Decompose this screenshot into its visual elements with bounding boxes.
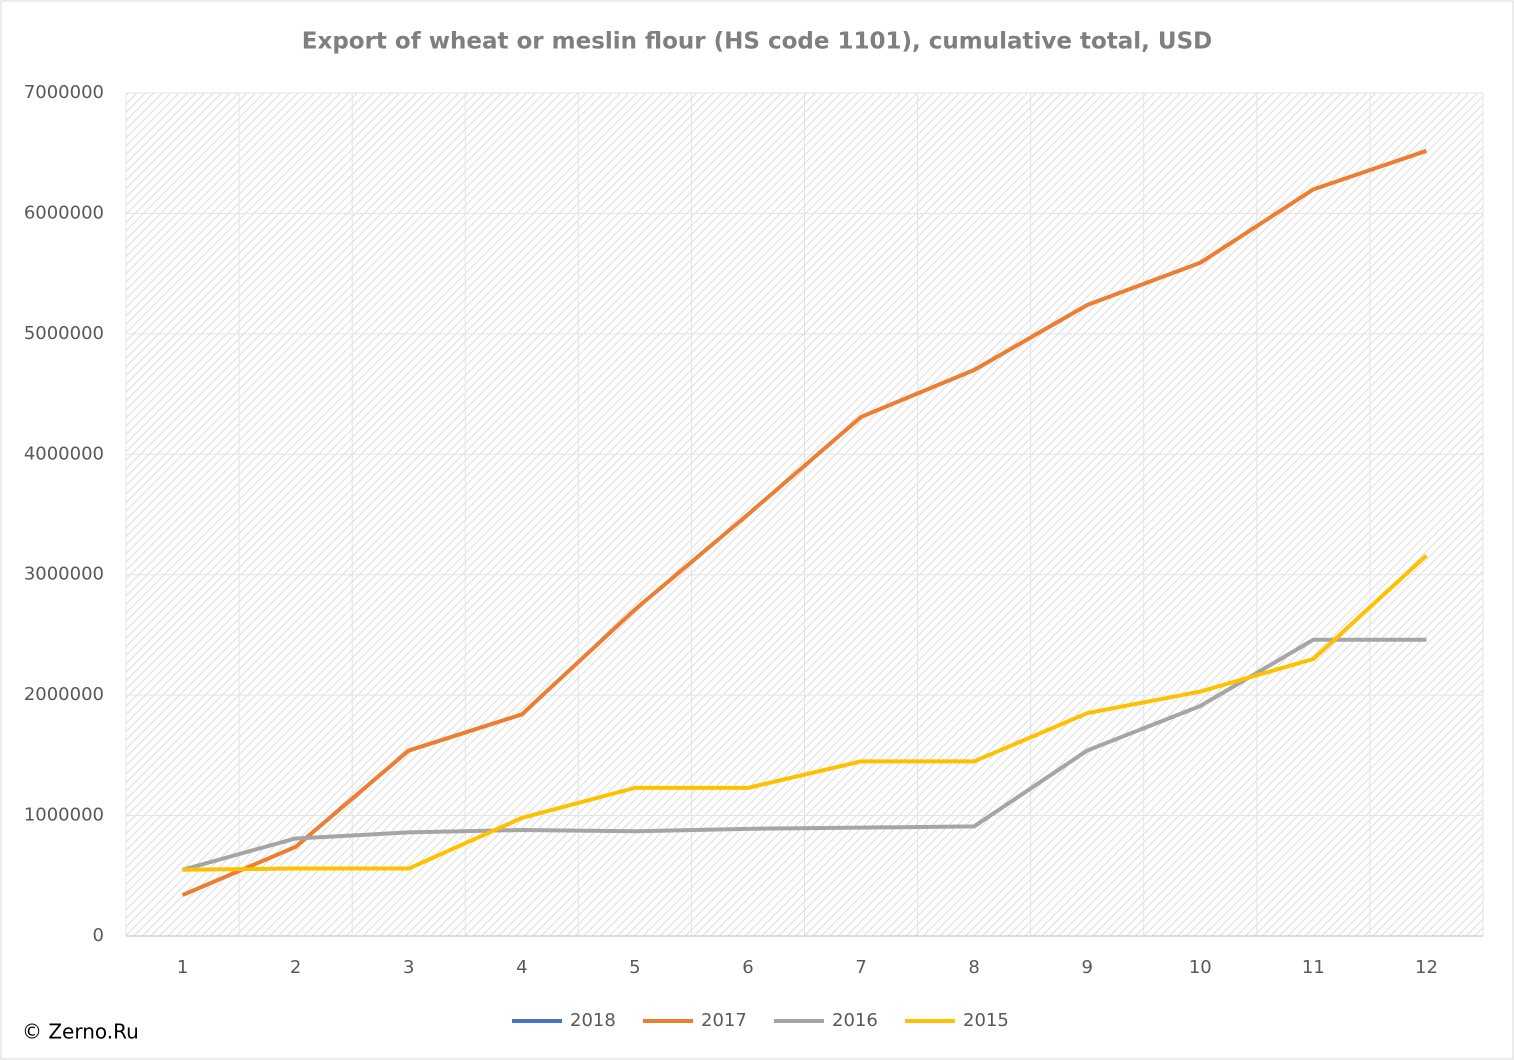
legend-label: 2017 bbox=[701, 1010, 747, 1031]
x-tick-label: 12 bbox=[1415, 957, 1438, 978]
x-tick-label: 2 bbox=[290, 957, 301, 978]
series-line bbox=[181, 148, 1428, 897]
y-tick-label: 4000000 bbox=[24, 443, 104, 464]
x-tick-label: 5 bbox=[629, 957, 640, 978]
series-line bbox=[182, 553, 1428, 872]
legend-label: 2016 bbox=[832, 1010, 878, 1031]
y-tick-label: 5000000 bbox=[24, 323, 104, 344]
x-tick-label: 11 bbox=[1302, 957, 1325, 978]
y-tick-label: 1000000 bbox=[24, 805, 104, 826]
y-tick-label: 2000000 bbox=[24, 684, 104, 705]
x-tick-label: 6 bbox=[742, 957, 753, 978]
watermark: © Zerno.Ru bbox=[22, 1020, 139, 1044]
x-tick-label: 7 bbox=[855, 957, 866, 978]
y-tick-label: 0 bbox=[93, 925, 104, 946]
x-tick-label: 8 bbox=[968, 957, 979, 978]
legend-label: 2018 bbox=[570, 1010, 616, 1031]
chart-title: Export of wheat or meslin flour (HS code… bbox=[302, 29, 1212, 55]
x-tick-label: 9 bbox=[1081, 957, 1092, 978]
y-tick-label: 7000000 bbox=[24, 82, 104, 103]
y-tick-label: 6000000 bbox=[24, 202, 104, 223]
series-line bbox=[182, 637, 1427, 872]
x-tick-label: 3 bbox=[403, 957, 414, 978]
legend-label: 2015 bbox=[963, 1010, 1009, 1031]
x-tick-label: 10 bbox=[1189, 957, 1212, 978]
x-tick-label: 4 bbox=[516, 957, 527, 978]
y-tick-label: 3000000 bbox=[24, 564, 104, 585]
x-tick-label: 1 bbox=[177, 957, 188, 978]
